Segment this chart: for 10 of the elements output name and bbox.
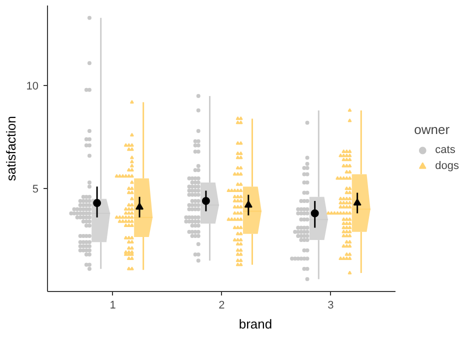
- x-tick-label: 1: [110, 300, 116, 312]
- y-axis-title: satisfaction: [3, 116, 18, 182]
- x-tick-label: 3: [328, 300, 334, 312]
- x-axis-title: brand: [238, 316, 272, 332]
- y-tick-label: 5: [32, 184, 39, 196]
- legend-label: dogs: [435, 160, 459, 172]
- y-tick-label: 10: [26, 80, 39, 93]
- legend-label: cats: [435, 144, 456, 156]
- x-tick-label: 2: [218, 300, 225, 312]
- legend-title: owner: [414, 122, 451, 137]
